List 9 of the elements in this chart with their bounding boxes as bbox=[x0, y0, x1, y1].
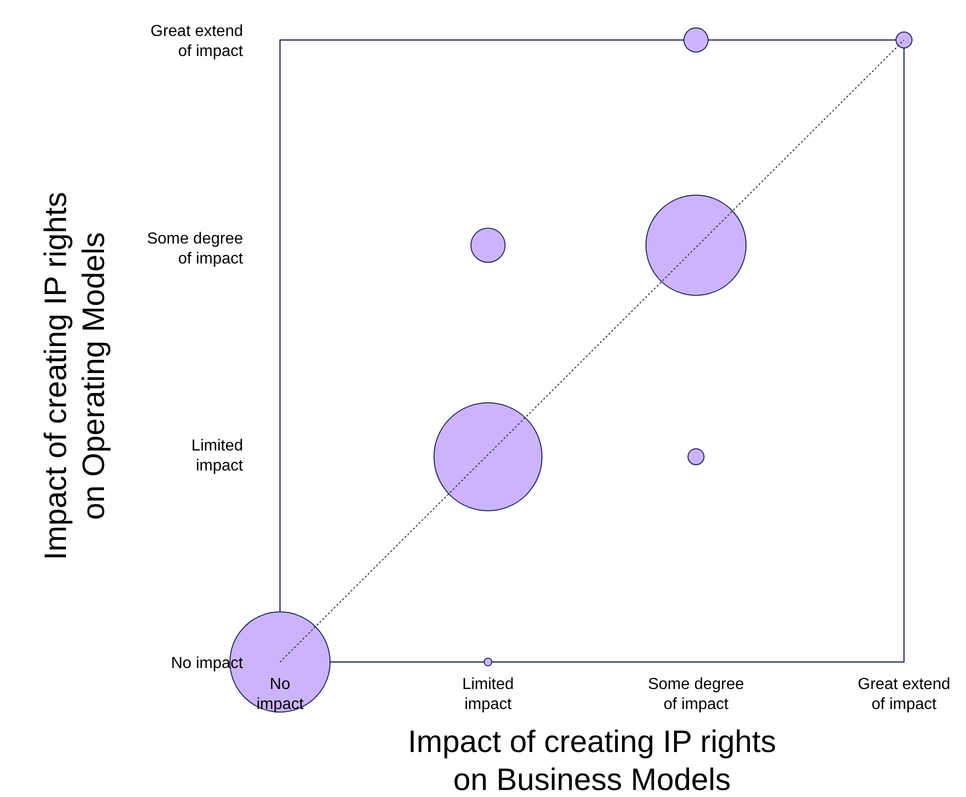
x-axis-title: Impact of creating IP rights on Business Models bbox=[408, 724, 776, 797]
category-label: Limited impact bbox=[191, 438, 243, 475]
y-axis-title: Impact of creating IP rights on Operating Models bbox=[38, 192, 111, 560]
x-tick-label: No impact bbox=[256, 676, 304, 713]
x-tick-label: Some degree of impact bbox=[648, 676, 744, 713]
category-label: Some degree of impact bbox=[146, 230, 243, 268]
x-tick-label: Great extend of impact bbox=[858, 676, 950, 713]
category-label: Great extend of impact bbox=[150, 23, 243, 60]
x-tick-label: Limited impact bbox=[462, 676, 514, 713]
